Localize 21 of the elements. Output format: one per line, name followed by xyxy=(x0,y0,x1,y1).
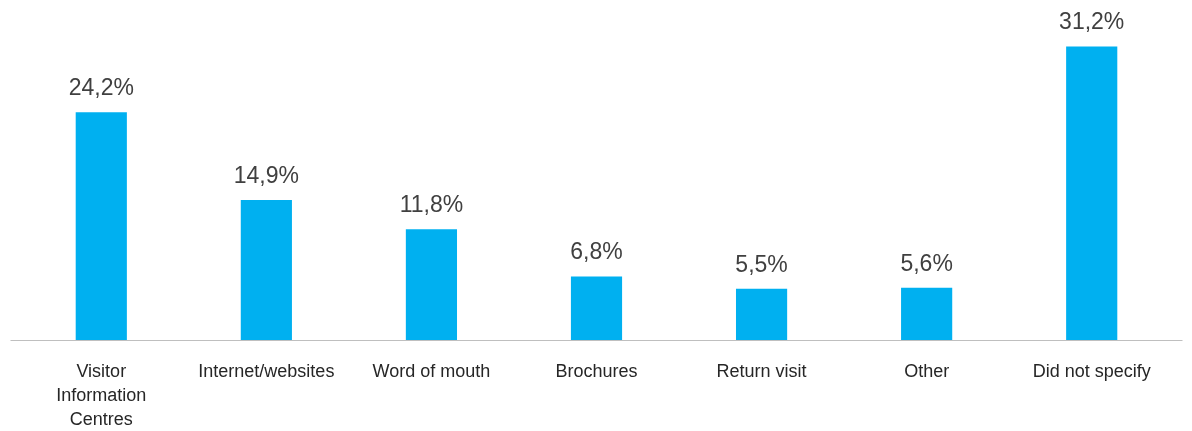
bar xyxy=(735,288,788,341)
bar xyxy=(405,229,458,341)
bar xyxy=(901,287,953,341)
x-tick-label: Brochures xyxy=(555,360,638,381)
bar xyxy=(1066,46,1118,341)
data-label: 24,2% xyxy=(68,74,134,101)
x-tick-label: Word of mouth xyxy=(372,360,491,381)
x-tick-label: Internet/websites xyxy=(198,360,335,381)
data-label: 6,8% xyxy=(570,238,623,265)
bar xyxy=(570,276,623,341)
data-label: 11,8% xyxy=(399,191,464,218)
data-label: 31,2% xyxy=(1059,8,1125,35)
x-tick-label: Visitor Information Centres xyxy=(56,360,147,429)
x-tick-label: Did not specify xyxy=(1032,360,1151,381)
data-label: 5,6% xyxy=(900,249,953,276)
bar xyxy=(75,112,127,341)
bar xyxy=(240,200,292,341)
data-label: 5,5% xyxy=(735,250,788,277)
data-label: 14,9% xyxy=(233,162,299,189)
x-tick-label: Return visit xyxy=(716,360,807,381)
x-tick-label: Other xyxy=(904,360,950,381)
